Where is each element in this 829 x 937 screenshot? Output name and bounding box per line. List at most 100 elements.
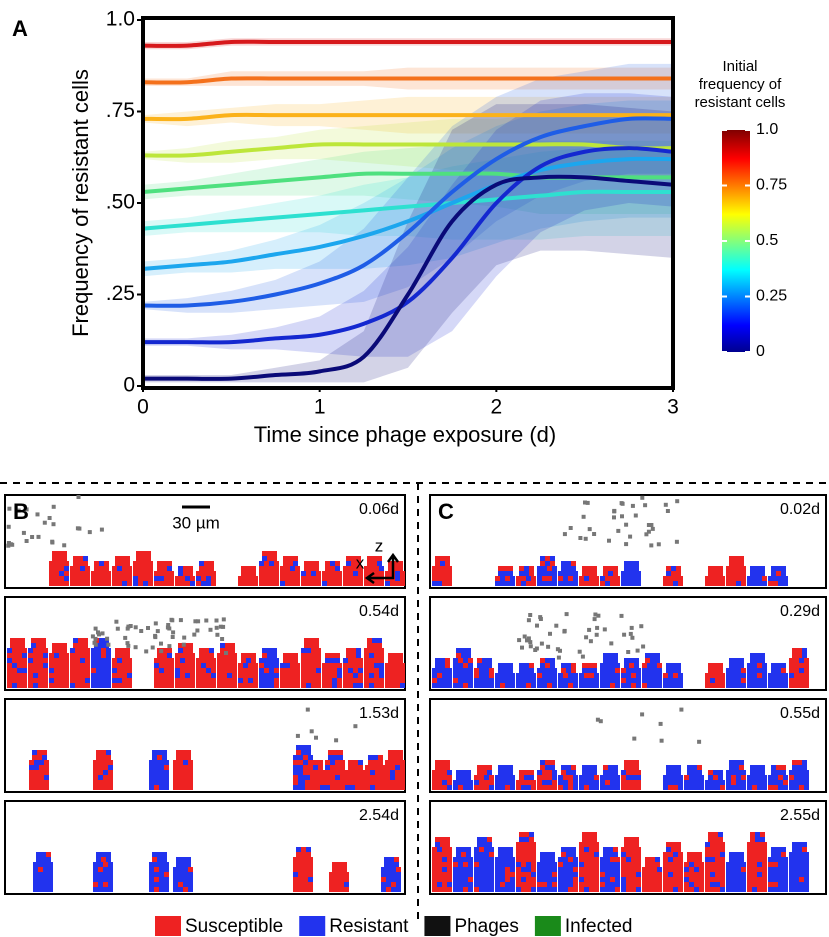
cell bbox=[351, 653, 356, 658]
phage bbox=[554, 624, 558, 628]
cell bbox=[398, 658, 403, 663]
cell bbox=[285, 683, 290, 688]
cell bbox=[339, 872, 344, 877]
cell bbox=[666, 668, 671, 673]
cell bbox=[442, 581, 447, 586]
cell bbox=[20, 643, 25, 648]
cell bbox=[792, 760, 797, 765]
y-tick-label: 1.0 bbox=[106, 8, 135, 31]
cell bbox=[663, 852, 668, 857]
cell bbox=[600, 882, 605, 887]
cell bbox=[149, 867, 154, 872]
cell bbox=[708, 566, 713, 571]
cell bbox=[668, 882, 673, 887]
cell bbox=[689, 887, 694, 892]
cell bbox=[33, 882, 38, 887]
cell bbox=[43, 653, 48, 658]
cell bbox=[185, 653, 190, 658]
cell bbox=[720, 857, 725, 862]
cell bbox=[120, 561, 125, 566]
cell bbox=[537, 887, 542, 892]
cell bbox=[603, 770, 608, 775]
cell bbox=[573, 581, 578, 586]
cell bbox=[715, 872, 720, 877]
cell bbox=[726, 581, 731, 586]
cell bbox=[773, 862, 778, 867]
cell bbox=[269, 678, 274, 683]
cell bbox=[684, 877, 689, 882]
cell bbox=[547, 673, 552, 678]
cell bbox=[676, 566, 681, 571]
cell bbox=[699, 877, 704, 882]
cell bbox=[773, 882, 778, 887]
cell bbox=[571, 561, 576, 566]
cell bbox=[678, 581, 683, 586]
cell bbox=[222, 673, 227, 678]
cell bbox=[498, 571, 503, 576]
cell bbox=[64, 653, 69, 658]
cell bbox=[49, 678, 54, 683]
cell bbox=[571, 566, 576, 571]
cell bbox=[608, 653, 613, 658]
cell bbox=[350, 785, 355, 790]
cell bbox=[330, 780, 335, 785]
cell bbox=[211, 668, 216, 673]
cell bbox=[332, 683, 337, 688]
phage bbox=[588, 527, 592, 531]
cell bbox=[348, 658, 353, 663]
cell bbox=[437, 877, 442, 882]
cell bbox=[112, 571, 117, 576]
cell bbox=[437, 867, 442, 872]
cell bbox=[432, 678, 437, 683]
cell bbox=[526, 785, 531, 790]
cell bbox=[238, 663, 243, 668]
cell bbox=[49, 653, 54, 658]
cell bbox=[684, 862, 689, 867]
cell bbox=[521, 852, 526, 857]
cell bbox=[33, 663, 38, 668]
cell bbox=[466, 648, 471, 653]
cell bbox=[108, 882, 113, 887]
cell bbox=[561, 566, 566, 571]
phage bbox=[529, 644, 533, 648]
cell bbox=[112, 576, 117, 581]
cell bbox=[33, 653, 38, 658]
cell bbox=[736, 882, 741, 887]
cell bbox=[388, 750, 393, 755]
cell bbox=[500, 683, 505, 688]
cell bbox=[487, 658, 492, 663]
cell bbox=[337, 867, 342, 872]
cell bbox=[715, 847, 720, 852]
cell bbox=[505, 673, 510, 678]
cell bbox=[699, 882, 704, 887]
cell bbox=[615, 872, 620, 877]
cell bbox=[327, 663, 332, 668]
cell bbox=[440, 561, 445, 566]
cell bbox=[120, 556, 125, 561]
cell bbox=[552, 678, 557, 683]
legend-swatch bbox=[535, 916, 561, 936]
cell bbox=[589, 852, 594, 857]
cell bbox=[398, 755, 403, 760]
cell bbox=[108, 862, 113, 867]
cell bbox=[710, 842, 715, 847]
cell bbox=[466, 847, 471, 852]
phage bbox=[91, 634, 95, 638]
cell bbox=[322, 581, 327, 586]
cell bbox=[684, 780, 689, 785]
cell bbox=[303, 760, 308, 765]
cell bbox=[516, 887, 521, 892]
cell bbox=[360, 775, 365, 780]
cell bbox=[762, 775, 767, 780]
cell bbox=[799, 857, 804, 862]
cell bbox=[705, 673, 710, 678]
cell bbox=[62, 551, 67, 556]
cell bbox=[251, 566, 256, 571]
cell bbox=[684, 887, 689, 892]
cell bbox=[343, 673, 348, 678]
cell bbox=[64, 678, 69, 683]
cell bbox=[726, 887, 731, 892]
cell bbox=[333, 755, 338, 760]
cell bbox=[103, 785, 108, 790]
cell bbox=[734, 561, 739, 566]
